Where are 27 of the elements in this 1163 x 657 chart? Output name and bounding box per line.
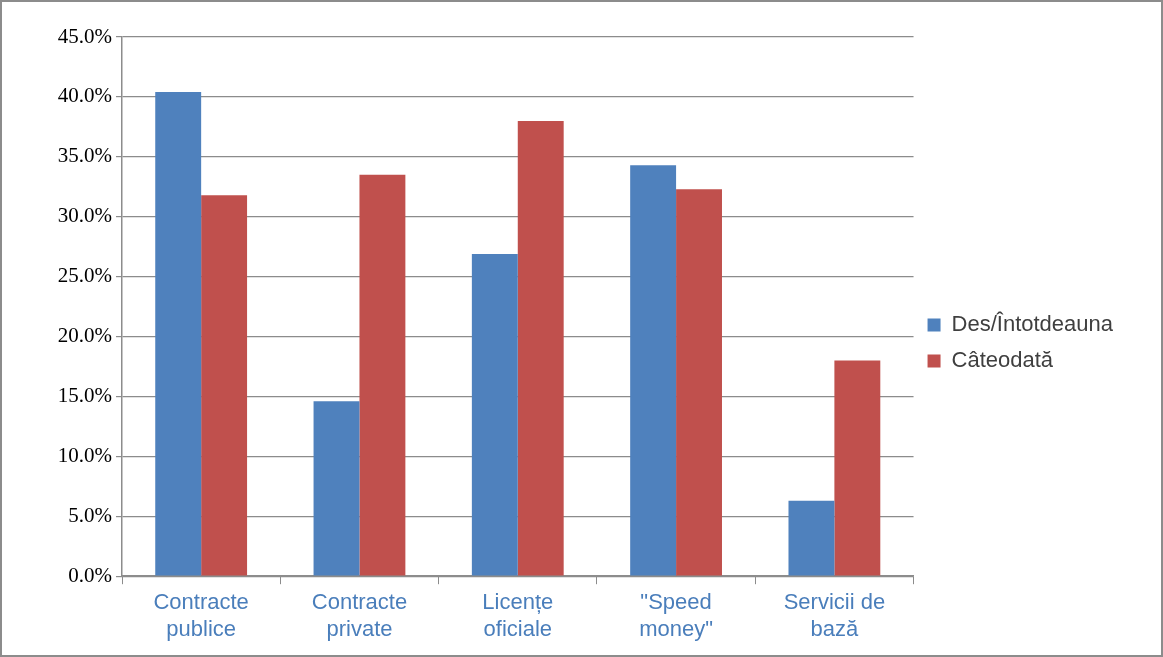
y-tick-label: 5.0%	[68, 502, 112, 527]
bar	[788, 500, 835, 576]
legend-label: Câteodată	[951, 347, 1054, 373]
y-tick-label: 45.0%	[57, 23, 112, 48]
y-tick-label: 10.0%	[57, 442, 112, 467]
y-tick-label: 20.0%	[57, 323, 112, 348]
bar	[201, 195, 248, 576]
bar	[517, 120, 564, 576]
y-tick-label: 0.0%	[68, 562, 112, 587]
x-tick-label: Contracte publice	[153, 589, 249, 641]
y-tick-label: 40.0%	[57, 83, 112, 108]
y-tick-label: 25.0%	[57, 263, 112, 288]
bar	[471, 253, 518, 576]
bar	[359, 174, 406, 576]
bar	[630, 165, 677, 576]
x-tick-label: Licențe oficiale	[482, 589, 554, 641]
bar	[313, 401, 360, 576]
bar	[676, 189, 722, 576]
x-tick-label: "Speed money"	[639, 589, 713, 641]
x-tick-label: Contracte private	[311, 589, 408, 641]
bar	[834, 360, 881, 576]
legend-label: Des/Întotdeauna	[951, 311, 1114, 337]
x-tick-label: Servicii de bază	[783, 589, 886, 641]
y-tick-label: 35.0%	[57, 143, 112, 168]
y-tick-label: 30.0%	[57, 203, 112, 228]
bar	[155, 92, 202, 576]
y-tick-label: 15.0%	[57, 382, 112, 407]
